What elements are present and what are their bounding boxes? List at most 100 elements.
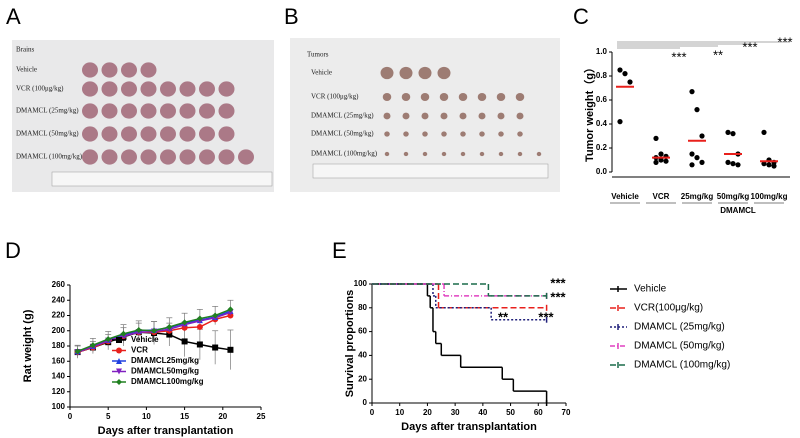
marker [116,347,122,354]
specimen [401,92,411,102]
y-tick-label: 140 [52,372,66,381]
marker [105,336,112,343]
specimen [199,103,215,119]
x-tick-label: Vehicle [611,192,639,201]
specimen [179,103,196,119]
marker [116,337,122,343]
marker [89,342,96,349]
specimen [403,131,409,137]
specimen [399,66,413,80]
panel-letter: D [5,238,21,263]
y-tick-label: 0.2 [596,143,608,152]
specimen [218,81,235,97]
marker [227,312,234,319]
data-point [627,79,633,85]
x-tick-label: 70 [562,408,571,417]
specimen [199,126,215,142]
specimen [160,149,176,165]
y-tick-label: 0.4 [596,119,608,128]
specimen [82,81,98,97]
data-point [689,89,695,95]
specimen [517,131,523,137]
data-point [725,129,731,135]
data-point [766,162,772,168]
specimen [140,126,157,142]
data-point [699,159,705,165]
specimen [101,103,118,119]
marker [74,348,81,355]
y-tick-label: 20 [358,374,367,383]
specimen [497,112,505,120]
ruler [51,171,273,187]
y-tick-label: 220 [52,311,66,320]
specimen [101,62,118,78]
x-tick-label: 20 [218,412,227,421]
photo-row-label: VCR (100μg/kg) [311,93,359,101]
data-point [689,151,695,157]
y-tick-label: 120 [52,387,66,396]
marker [212,344,219,351]
data-point [653,135,659,141]
y-tick-label: 80 [358,303,367,312]
y-axis-title: Survival proportions [344,290,356,398]
x-axis-title: Days after transplantation [401,421,537,433]
legend-label: DMAMCL25mg/kg [131,356,199,365]
specimen [536,151,542,157]
legend-label: DMAMCL50mg/kg [131,367,199,376]
specimen [140,103,157,119]
y-tick-label: 200 [52,326,66,335]
photo-row-label: DMAMCL (100mg/kg) [16,153,83,161]
photo-row-label: Vehicle [311,69,332,77]
specimen [101,126,118,142]
specimen [82,126,98,142]
specimen [402,112,410,120]
specimen [82,62,98,78]
data-point [617,67,623,73]
specimen [383,112,391,120]
marker [181,338,188,345]
specimen [421,112,429,120]
specimen [82,103,98,119]
y-tick-label: 160 [52,356,66,365]
x-tick-label: 50mg/kg [717,192,750,201]
marker [151,327,158,334]
data-point [735,162,741,168]
data-point [771,163,777,169]
legend-label: VCR(100μg/kg) [634,303,703,314]
specimen [121,126,137,142]
specimen [441,151,447,157]
data-point [617,119,623,125]
specimen [160,81,176,97]
y-axis-title: Tumor weight（g） [583,62,596,162]
specimen [101,81,118,97]
specimen [459,112,467,120]
significance: *** [550,289,566,304]
x-tick-label: VCR [653,192,670,201]
panel-letter: B [284,4,299,29]
data-point [730,131,736,137]
specimen [496,92,506,102]
specimen [460,151,466,157]
y-tick-label: 40 [358,351,367,360]
specimen [218,149,235,165]
specimen [479,151,485,157]
specimen [437,66,451,80]
marker [196,341,203,348]
x-tick-label: 50 [506,408,515,417]
specimen [199,149,215,165]
specimen [179,149,196,165]
marker [181,324,188,331]
photo-row-label: Vehicle [16,66,37,74]
specimen [403,151,409,157]
y-tick-label: 240 [52,295,66,304]
specimen [458,92,468,102]
specimen [121,81,137,97]
data-point [730,161,736,167]
marker [227,346,234,353]
specimen [160,126,176,142]
y-tick-label: 100 [354,279,368,288]
ruler [312,163,549,179]
specimen [384,131,390,137]
legend-label: DMAMCL100mg/kg [131,377,204,386]
